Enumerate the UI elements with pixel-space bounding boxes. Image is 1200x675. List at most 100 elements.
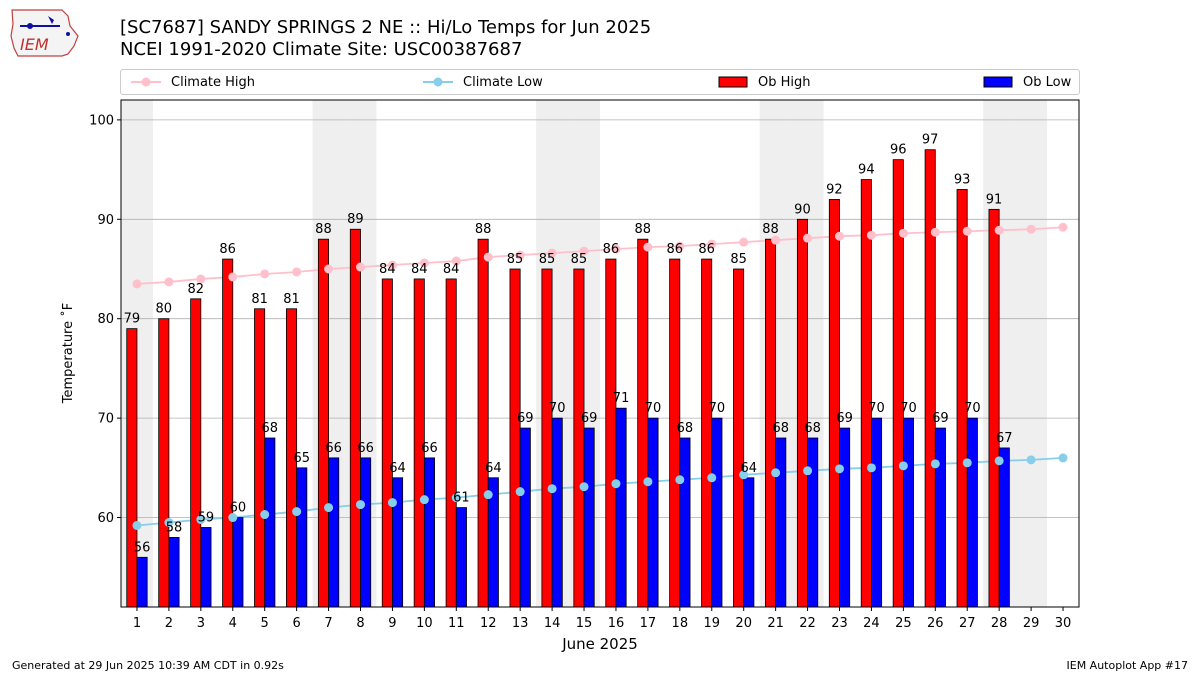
- x-tick-label: 23: [831, 616, 848, 631]
- ob-high-label: 85: [571, 252, 588, 267]
- ob-low-bar: [168, 537, 180, 608]
- legend-label: Climate Low: [463, 74, 543, 90]
- ob-low-label: 69: [517, 411, 534, 426]
- footer-generated: Generated at 29 Jun 2025 10:39 AM CDT in…: [12, 659, 284, 672]
- ob-low-bar: [200, 527, 212, 608]
- x-tick-label: 24: [863, 616, 880, 631]
- legend-item-ob-high: Ob High: [718, 70, 811, 94]
- climate-high-point: [419, 258, 429, 268]
- x-tick-label: 2: [165, 616, 173, 631]
- ob-high-label: 86: [219, 242, 236, 257]
- ob-low-bar: [902, 417, 914, 608]
- logo-text: IEM: [20, 35, 49, 54]
- climate-points: [132, 222, 1068, 530]
- climate-low-point: [228, 513, 238, 523]
- climate-low-point: [132, 520, 142, 530]
- ob-low-bar: [839, 427, 851, 608]
- x-tick-label: 28: [991, 616, 1008, 631]
- ob-low-label: 66: [357, 441, 374, 456]
- climate-low-point: [260, 510, 270, 520]
- bars: [126, 149, 1010, 608]
- ob-low-label: 66: [325, 441, 342, 456]
- climate-low-point: [898, 461, 908, 471]
- ob-high-label: 91: [986, 192, 1003, 207]
- climate-low-point: [994, 456, 1004, 466]
- ob-low-label: 64: [389, 461, 406, 476]
- x-tick-label: 14: [544, 616, 561, 631]
- x-axis-label: June 2025: [561, 635, 638, 653]
- ob-high-bar: [381, 278, 393, 608]
- climate-high-point: [1058, 222, 1068, 232]
- chart-title: [SC7687] SANDY SPRINGS 2 NE :: Hi/Lo Tem…: [120, 17, 651, 61]
- ob-low-bar: [360, 457, 372, 608]
- x-tick-label: 29: [1023, 616, 1040, 631]
- ob-low-bar: [423, 457, 435, 608]
- ob-low-label: 70: [645, 401, 662, 416]
- x-tick-label: 26: [927, 616, 944, 631]
- climate-high-point: [196, 274, 206, 284]
- climate-high-point: [675, 241, 685, 251]
- ob-high-label: 96: [890, 143, 907, 158]
- title-line-2: NCEI 1991-2020 Climate Site: USC00387687: [120, 39, 523, 60]
- y-tick-label: 60: [97, 511, 114, 526]
- y-axis-label: Temperature ˚F: [60, 303, 76, 404]
- ob-high-label: 94: [858, 163, 875, 178]
- ob-high-bar: [605, 258, 617, 608]
- ob-low-swatch: [983, 76, 1013, 88]
- ob-high-label: 80: [156, 302, 173, 317]
- ob-high-bar: [190, 298, 202, 608]
- ob-low-bar: [679, 437, 691, 608]
- ob-low-bar: [296, 467, 308, 608]
- ob-high-label: 85: [539, 252, 556, 267]
- ob-high-label: 81: [283, 292, 300, 307]
- ob-low-label: 65: [293, 451, 310, 466]
- ob-high-bar: [349, 228, 361, 608]
- ob-low-label: 70: [549, 401, 566, 416]
- climate-low-swatch: [423, 77, 453, 87]
- ob-high-label: 93: [954, 172, 971, 187]
- ob-low-bar: [232, 517, 244, 608]
- climate-low-point: [356, 500, 365, 510]
- ob-low-label: 70: [868, 401, 885, 416]
- ob-high-label: 86: [698, 242, 715, 257]
- ob-high-bar: [509, 268, 521, 608]
- ob-high-bar: [701, 258, 713, 608]
- climate-low-point: [739, 470, 749, 480]
- climate-low-point: [611, 479, 621, 489]
- ob-high-label: 88: [475, 222, 492, 237]
- legend-label: Ob High: [758, 74, 811, 90]
- ob-low-label: 70: [900, 401, 917, 416]
- climate-high-point: [324, 264, 334, 274]
- ob-high-bar: [828, 199, 840, 608]
- ob-low-bar: [647, 417, 659, 608]
- ob-low-label: 70: [964, 401, 981, 416]
- footer-app: IEM Autoplot App #17: [1066, 659, 1189, 672]
- ob-low-label: 60: [230, 501, 247, 516]
- ob-low-bar: [519, 427, 531, 608]
- ob-low-label: 66: [421, 441, 438, 456]
- ob-high-label: 97: [922, 133, 939, 148]
- climate-low-point: [164, 518, 174, 527]
- ob-low-bar: [136, 556, 148, 608]
- ob-low-bar: [328, 457, 340, 608]
- ob-low-label: 64: [485, 461, 502, 476]
- climate-high-point: [292, 267, 302, 277]
- x-tick-label: 11: [448, 616, 465, 631]
- ob-high-label: 89: [347, 212, 364, 227]
- ob-low-label: 56: [134, 540, 151, 555]
- ob-high-label: 86: [603, 242, 620, 257]
- ob-high-bar: [892, 159, 904, 608]
- ob-low-label: 69: [581, 411, 598, 426]
- x-tick-label: 30: [1055, 616, 1072, 631]
- ob-high-bar: [860, 179, 872, 608]
- x-tick-label: 15: [576, 616, 593, 631]
- x-tick-label: 7: [324, 616, 332, 631]
- ob-high-label: 84: [411, 262, 428, 277]
- climate-low-point: [451, 493, 461, 503]
- x-tick-label: 13: [512, 616, 529, 631]
- x-tick-label: 4: [229, 616, 237, 631]
- ob-low-label: 61: [453, 491, 470, 506]
- x-tick-label: 10: [416, 616, 433, 631]
- climate-high-point: [707, 239, 717, 249]
- climate-low-point: [643, 477, 653, 487]
